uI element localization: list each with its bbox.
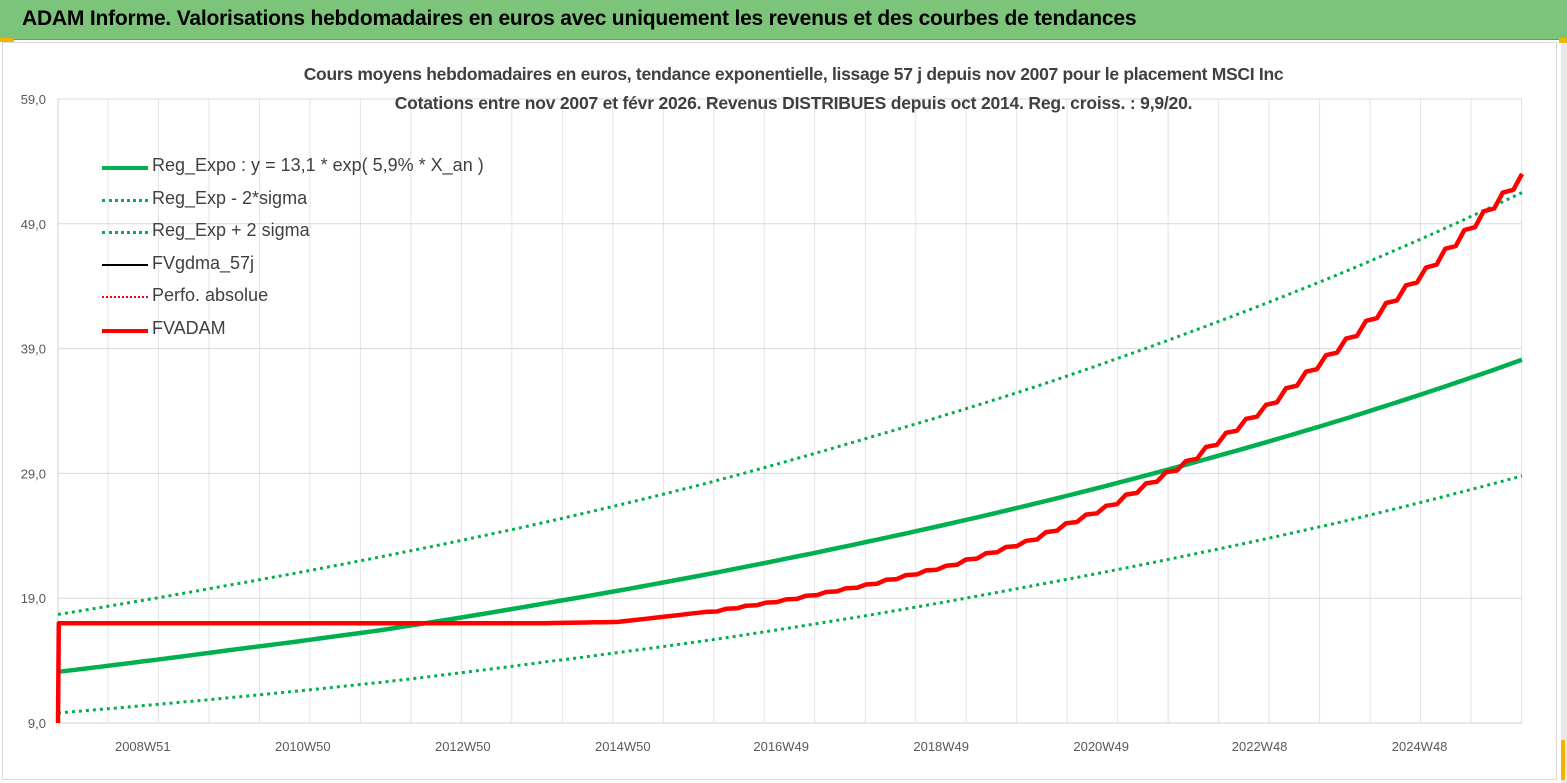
chart-subtitle: Cotations entre nov 2007 et févr 2026. R… bbox=[394, 93, 1193, 113]
legend-label: Reg_Expo : y = 13,1 * exp( 5,9% * X_an ) bbox=[152, 155, 484, 175]
legend-label: Perfo. absolue bbox=[152, 285, 269, 306]
x-tick-label: 2024W48 bbox=[1392, 739, 1448, 754]
y-tick-label: 29,0 bbox=[21, 466, 46, 481]
legend-swatch bbox=[102, 328, 148, 333]
x-tick-label: 2020W49 bbox=[1073, 739, 1129, 754]
y-tick-label: 59,0 bbox=[21, 92, 46, 107]
series-line-5 bbox=[55, 172, 1524, 724]
legend-label: Reg_Exp + 2 sigma bbox=[152, 220, 310, 241]
x-tick-label: 2012W50 bbox=[435, 739, 491, 754]
series-line-2 bbox=[57, 191, 1523, 616]
x-tick-label: 2010W50 bbox=[275, 739, 331, 754]
legend-swatch bbox=[102, 198, 148, 202]
legend-swatch bbox=[102, 231, 148, 235]
chart-title: Cours moyens hebdomadaires en euros, ten… bbox=[303, 64, 1284, 84]
report-title: ADAM Informe. Valorisations hebdomadaire… bbox=[22, 7, 1137, 30]
banner-accent-left bbox=[0, 38, 14, 42]
x-tick-label: 2018W49 bbox=[913, 739, 969, 754]
series-line-1 bbox=[57, 474, 1523, 715]
report-banner: ADAM Informe. Valorisations hebdomadaire… bbox=[0, 0, 1567, 40]
scrollbar-accent bbox=[1561, 740, 1565, 780]
legend-label: Reg_Exp - 2*sigma bbox=[152, 187, 308, 208]
x-tick-label: 2014W50 bbox=[595, 739, 651, 754]
scrollbar-track[interactable] bbox=[1561, 44, 1567, 783]
banner-accent-right bbox=[1559, 38, 1567, 43]
y-tick-label: 39,0 bbox=[21, 342, 46, 357]
legend-swatch bbox=[102, 166, 148, 170]
series-line-0 bbox=[57, 357, 1523, 675]
series-line-4 bbox=[57, 173, 1523, 724]
x-tick-label: 2016W49 bbox=[753, 739, 809, 754]
chart-frame bbox=[2, 42, 1557, 780]
y-tick-label: 19,0 bbox=[21, 591, 46, 606]
legend-swatch bbox=[102, 263, 148, 266]
y-tick-label: 9,0 bbox=[28, 716, 46, 731]
legend-label: FVgdma_57j bbox=[152, 252, 255, 273]
y-tick-label: 49,0 bbox=[21, 217, 46, 232]
legend-label: FVADAM bbox=[152, 317, 226, 338]
x-tick-label: 2022W48 bbox=[1232, 739, 1288, 754]
series-line-3 bbox=[57, 173, 1523, 724]
legend-swatch bbox=[102, 296, 148, 299]
x-tick-label: 2008W51 bbox=[115, 739, 171, 754]
